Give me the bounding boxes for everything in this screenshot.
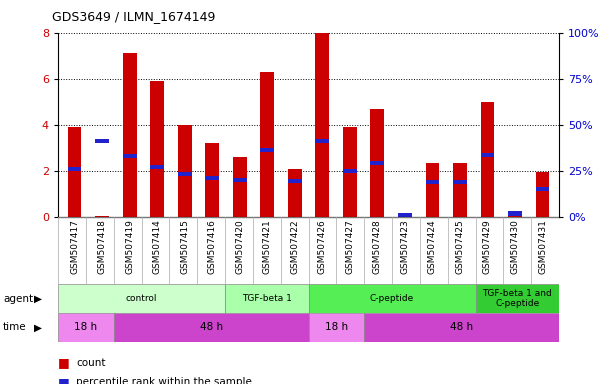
Bar [233, 157, 247, 217]
Bar [536, 172, 549, 217]
Text: GSM507414: GSM507414 [153, 219, 162, 274]
Bar [370, 161, 384, 165]
Text: GSM507416: GSM507416 [208, 219, 217, 274]
Text: GSM507426: GSM507426 [318, 219, 327, 274]
Text: percentile rank within the sample: percentile rank within the sample [76, 377, 252, 384]
Text: ■: ■ [58, 376, 70, 384]
Text: agent: agent [3, 293, 33, 304]
Text: 18 h: 18 h [75, 322, 97, 333]
Text: GSM507422: GSM507422 [290, 219, 299, 274]
Bar [508, 214, 522, 217]
Text: GSM507420: GSM507420 [235, 219, 244, 274]
Text: GSM507417: GSM507417 [70, 219, 79, 274]
Text: 48 h: 48 h [450, 322, 473, 333]
Bar [68, 127, 81, 217]
Bar [150, 81, 164, 217]
Bar [123, 53, 136, 217]
Bar [114, 313, 309, 342]
Text: GSM507423: GSM507423 [400, 219, 409, 274]
Bar [398, 213, 412, 217]
Bar [178, 125, 192, 217]
Bar [260, 72, 274, 217]
Bar [233, 178, 247, 182]
Text: 18 h: 18 h [325, 322, 348, 333]
Text: GSM507431: GSM507431 [538, 219, 547, 274]
Bar [453, 180, 467, 184]
Bar [309, 313, 364, 342]
Bar [398, 216, 412, 217]
Bar [343, 127, 357, 217]
Bar [453, 163, 467, 217]
Bar [288, 179, 302, 183]
Bar [508, 212, 522, 215]
Text: GSM507421: GSM507421 [263, 219, 272, 274]
Bar [58, 313, 114, 342]
Text: ▶: ▶ [34, 322, 42, 333]
Text: GSM507429: GSM507429 [483, 219, 492, 274]
Text: GSM507415: GSM507415 [180, 219, 189, 274]
Bar [58, 284, 225, 313]
Bar [178, 172, 192, 176]
Bar [150, 166, 164, 169]
Text: ▶: ▶ [34, 293, 42, 304]
Text: control: control [126, 294, 157, 303]
Text: GDS3649 / ILMN_1674149: GDS3649 / ILMN_1674149 [52, 10, 215, 23]
Bar [425, 180, 439, 184]
Text: GSM507427: GSM507427 [345, 219, 354, 274]
Bar [475, 284, 559, 313]
Bar [536, 187, 549, 191]
Text: time: time [3, 322, 27, 333]
Bar [260, 148, 274, 152]
Text: GSM507425: GSM507425 [455, 219, 464, 274]
Bar [288, 169, 302, 217]
Text: GSM507428: GSM507428 [373, 219, 382, 274]
Text: GSM507418: GSM507418 [98, 219, 106, 274]
Bar [315, 139, 329, 143]
Bar [205, 143, 219, 217]
Text: 48 h: 48 h [200, 322, 222, 333]
Bar [370, 109, 384, 217]
Bar [309, 284, 475, 313]
Bar [95, 216, 109, 217]
Bar [68, 167, 81, 170]
Bar [343, 169, 357, 173]
Text: GSM507424: GSM507424 [428, 219, 437, 274]
Bar [225, 284, 309, 313]
Bar [95, 139, 109, 143]
Bar [425, 163, 439, 217]
Text: GSM507430: GSM507430 [511, 219, 519, 274]
Text: TGF-beta 1: TGF-beta 1 [242, 294, 291, 303]
Text: TGF-beta 1 and
C-peptide: TGF-beta 1 and C-peptide [483, 289, 552, 308]
Bar [315, 33, 329, 217]
Bar [205, 176, 219, 180]
Bar [123, 154, 136, 158]
Bar [364, 313, 559, 342]
Text: ■: ■ [58, 356, 70, 369]
Text: C-peptide: C-peptide [370, 294, 414, 303]
Text: GSM507419: GSM507419 [125, 219, 134, 274]
Bar [481, 102, 494, 217]
Bar [481, 153, 494, 157]
Text: count: count [76, 358, 106, 368]
